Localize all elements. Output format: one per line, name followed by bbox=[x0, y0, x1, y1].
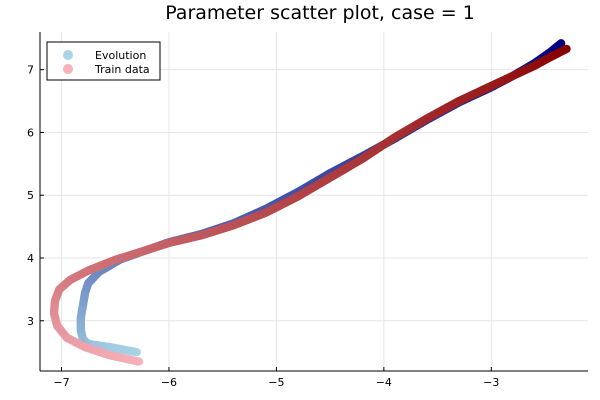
x-tick-label: −7 bbox=[53, 376, 69, 389]
y-tick-label: 4 bbox=[27, 252, 34, 265]
legend-marker-evolution bbox=[63, 50, 73, 60]
legend-marker-train-data bbox=[63, 64, 73, 74]
legend-box bbox=[46, 41, 161, 81]
chart-title: Parameter scatter plot, case = 1 bbox=[165, 2, 475, 24]
series-train-data bbox=[49, 44, 571, 366]
y-tick-label: 3 bbox=[27, 315, 34, 328]
x-tick-label: −6 bbox=[161, 376, 177, 389]
legend: Evolution Train data bbox=[46, 41, 161, 81]
data-point-interp bbox=[555, 39, 565, 49]
x-tick-label: −5 bbox=[268, 376, 284, 389]
legend-label-train-data: Train data bbox=[94, 63, 150, 76]
x-tick-label: −4 bbox=[376, 376, 392, 389]
y-tick-label: 6 bbox=[27, 126, 34, 139]
y-tick-label: 7 bbox=[27, 64, 34, 77]
axes: −7 −6 −5 −4 −3 3 4 5 6 7 bbox=[27, 32, 588, 389]
x-tick-label: −3 bbox=[483, 376, 499, 389]
legend-label-evolution: Evolution bbox=[95, 49, 146, 62]
y-tick-label: 5 bbox=[27, 189, 34, 202]
data-layer bbox=[49, 39, 571, 366]
data-point-interp bbox=[561, 45, 570, 54]
